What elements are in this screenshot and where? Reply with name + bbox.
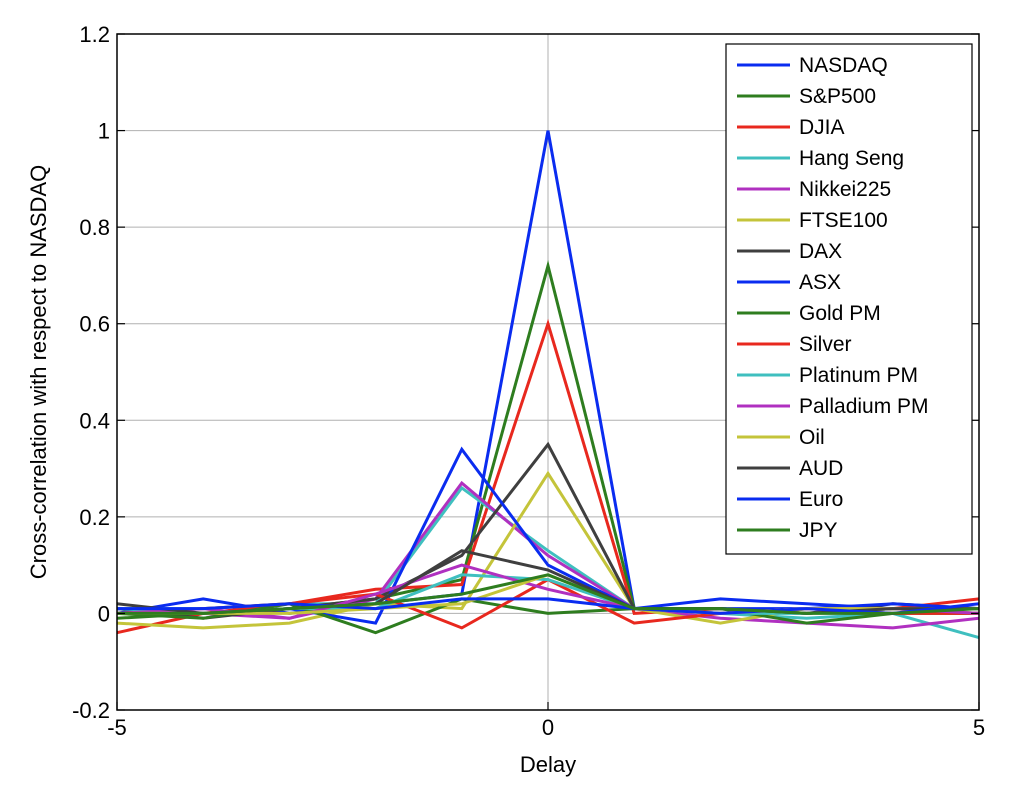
- legend-item: ASX: [737, 271, 841, 294]
- legend-label: Gold PM: [799, 302, 881, 325]
- series-line-gold-pm: [116, 597, 979, 635]
- legend-label: DAX: [799, 240, 842, 263]
- legend-item: DAX: [737, 240, 842, 263]
- y-tick-label: 1: [98, 119, 110, 144]
- y-tick-label: 0.4: [79, 408, 110, 433]
- legend-label: JPY: [799, 519, 838, 542]
- axis-ticks: -0.2 0 0.2 0.4 0.6 0.8 1 1.2 -5 0 5: [72, 22, 985, 740]
- series-line-nikkei225: [116, 480, 980, 630]
- legend-item: FTSE100: [737, 209, 888, 232]
- series-lines: [116, 130, 980, 640]
- legend-item: Nikkei225: [737, 178, 891, 201]
- legend-item: AUD: [737, 457, 843, 480]
- y-axis-title: Cross-correlation with respect to NASDAQ: [26, 165, 51, 579]
- y-tick-label: 1.2: [79, 22, 110, 47]
- y-tick-label: 0.6: [79, 312, 110, 337]
- legend-label: AUD: [799, 457, 843, 480]
- legend-label: Platinum PM: [799, 364, 918, 387]
- legend-item: Hang Seng: [737, 147, 904, 170]
- legend-label: Hang Seng: [799, 147, 904, 170]
- series-line-jpy: [117, 573, 980, 615]
- legend-item: S&P500: [737, 85, 876, 108]
- legend-item: Silver: [737, 333, 852, 356]
- legend-item: Gold PM: [737, 302, 881, 325]
- legend-label: NASDAQ: [799, 54, 888, 77]
- legend-label: Palladium PM: [799, 395, 929, 418]
- legend-item: Platinum PM: [737, 364, 918, 387]
- legend-item: JPY: [737, 519, 838, 542]
- legend-label: Silver: [799, 333, 852, 356]
- y-tick-label: 0.8: [79, 215, 110, 240]
- y-tick-label: 0: [98, 601, 110, 626]
- legend-item: DJIA: [737, 116, 845, 139]
- legend-item: Euro: [737, 488, 843, 511]
- legend-label: ASX: [799, 271, 841, 294]
- y-tick-label: 0.2: [79, 505, 110, 530]
- legend-label: S&P500: [799, 85, 876, 108]
- x-axis-title: Delay: [520, 752, 576, 777]
- y-tick-label: -0.2: [72, 698, 110, 723]
- legend: NASDAQ S&P500 DJIA Hang Seng Nikkei225 FTSE10…: [725, 43, 973, 555]
- x-tick-label: 0: [542, 715, 554, 740]
- legend-label: Nikkei225: [799, 178, 891, 201]
- legend-box: [725, 43, 973, 555]
- legend-item: Palladium PM: [737, 395, 929, 418]
- legend-label: DJIA: [799, 116, 845, 139]
- legend-item: Oil: [737, 426, 825, 449]
- x-tick-label: 5: [973, 715, 985, 740]
- series-line-euro: [117, 597, 980, 615]
- x-tick-label: -5: [107, 715, 127, 740]
- legend-label: Oil: [799, 426, 825, 449]
- legend-item: NASDAQ: [737, 54, 888, 77]
- legend-label: FTSE100: [799, 209, 888, 232]
- legend-label: Euro: [799, 488, 843, 511]
